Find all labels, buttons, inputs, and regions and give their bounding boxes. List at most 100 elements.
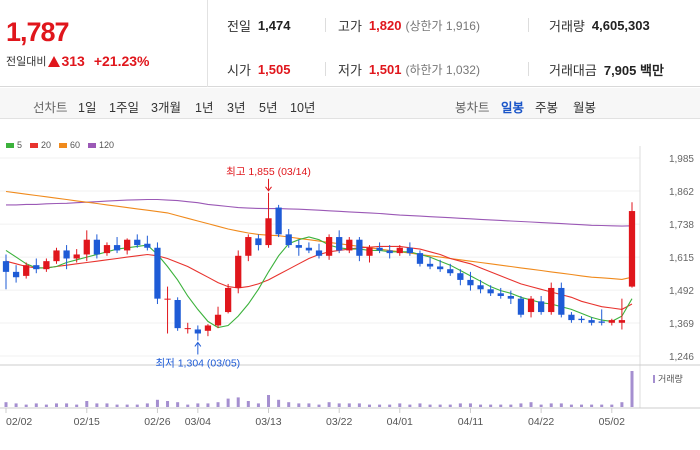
- volume-bar: [75, 404, 79, 407]
- candle-body: [124, 239, 131, 251]
- volume-bar: [135, 404, 139, 407]
- volume-bar: [267, 395, 271, 407]
- volume-bar: [186, 404, 190, 407]
- period-1y[interactable]: 1년: [195, 101, 214, 115]
- candle-body: [93, 239, 101, 255]
- volume-bar: [479, 404, 483, 407]
- candle-body: [527, 298, 535, 313]
- volume-bar: [14, 403, 18, 407]
- volume-bar: [580, 404, 584, 407]
- volume-bar: [216, 402, 220, 407]
- volume-bar: [357, 403, 361, 407]
- volume-bar: [378, 404, 382, 407]
- volume-bar: [297, 403, 301, 407]
- max-price-label: 최고 1,855 (03/14): [226, 166, 311, 178]
- candle-body: [325, 237, 333, 256]
- volume-bar: [95, 403, 99, 407]
- candle-body: [2, 261, 10, 272]
- period-5y[interactable]: 5년: [259, 101, 278, 115]
- change-percent: +21.23%: [93, 53, 150, 69]
- y-tick-label: 1,738: [669, 220, 694, 231]
- trade-value-value: 7,905 백만: [603, 63, 664, 78]
- x-tick-label: 02/15: [74, 416, 100, 428]
- period-1w[interactable]: 1주일: [109, 101, 139, 115]
- candle-body: [255, 238, 262, 246]
- candle-weekly[interactable]: 주봉: [535, 101, 559, 115]
- volume-bar: [246, 401, 250, 407]
- candle-body: [467, 279, 474, 286]
- candle-body: [103, 245, 111, 254]
- x-tick-label: 04/22: [528, 416, 554, 428]
- volume-bar: [448, 404, 452, 407]
- current-price: 1,787: [6, 17, 70, 47]
- x-tick-label: 03/13: [255, 416, 281, 428]
- volume-bar: [287, 402, 291, 407]
- volume-bar: [145, 403, 149, 407]
- candle-body: [154, 247, 161, 299]
- volume-bar: [529, 402, 533, 407]
- volume-bar: [196, 403, 200, 407]
- period-1d[interactable]: 1일: [78, 101, 97, 115]
- period-3y[interactable]: 3년: [227, 101, 246, 115]
- candle-body: [457, 273, 464, 280]
- ma120-line: [6, 198, 633, 227]
- line-chart-button[interactable]: 선차트: [33, 101, 68, 115]
- candle-body: [63, 250, 70, 259]
- candle-body: [174, 300, 181, 329]
- candle-body: [568, 314, 575, 321]
- volume-bar: [115, 404, 119, 407]
- candle-body: [224, 287, 232, 313]
- prev-close-label: 전일: [227, 19, 251, 34]
- candle-body: [406, 247, 414, 254]
- x-tick-label: 02/02: [6, 416, 32, 428]
- candle-body: [295, 245, 302, 248]
- x-tick-label: 02/26: [144, 416, 170, 428]
- volume-legend-label: 거래량: [658, 373, 683, 384]
- period-3m[interactable]: 3개월: [151, 101, 181, 115]
- candle-daily[interactable]: 일봉: [501, 101, 525, 115]
- volume-bar: [468, 403, 472, 407]
- x-tick-label: 04/01: [387, 416, 413, 428]
- volume-bar: [458, 403, 462, 407]
- candle-body: [628, 211, 636, 287]
- volume-bar: [155, 399, 159, 407]
- candle-body: [588, 320, 595, 323]
- volume-bar: [24, 404, 28, 407]
- candle-body: [134, 239, 141, 246]
- low-value: 1,501: [368, 62, 402, 77]
- low-stat: 저가 1,501 (하한가 1,032): [338, 60, 480, 79]
- x-tick-label: 04/11: [458, 416, 484, 428]
- min-arrowhead-icon: [194, 341, 202, 347]
- y-tick-label: 1,862: [669, 187, 694, 198]
- candle-body: [33, 265, 40, 270]
- volume-bar: [388, 404, 392, 407]
- volume-bar: [559, 403, 563, 407]
- candle-body: [305, 247, 313, 251]
- candle-chart-button[interactable]: 봉차트: [455, 101, 490, 115]
- ma60-line: [5, 190, 633, 280]
- candle-body: [346, 239, 353, 251]
- volume-bar: [620, 402, 624, 407]
- change-label: 전일대비: [6, 56, 47, 68]
- period-10y[interactable]: 10년: [290, 101, 316, 115]
- volume-bar: [176, 402, 180, 407]
- candle-body: [558, 287, 565, 315]
- volume-bar: [65, 403, 69, 407]
- candle-monthly[interactable]: 월봉: [573, 101, 597, 115]
- min-price-label: 최저 1,304 (03/05): [155, 357, 240, 369]
- low-label: 저가: [338, 63, 362, 78]
- candle-body: [315, 250, 323, 256]
- candle-body: [73, 254, 80, 259]
- trade-value-stat: 거래대금 7,905 백만: [549, 60, 664, 79]
- volume-bar: [509, 404, 513, 407]
- legend-ma5: 5: [6, 140, 22, 150]
- up-arrow-icon: [48, 55, 61, 67]
- legend-ma120: 120: [88, 140, 114, 150]
- candle-body: [608, 320, 615, 323]
- volume-bar: [166, 401, 170, 407]
- candle-body: [164, 298, 171, 300]
- candle-body: [245, 237, 252, 256]
- volume-bar: [408, 404, 412, 407]
- volume-bar: [337, 403, 341, 407]
